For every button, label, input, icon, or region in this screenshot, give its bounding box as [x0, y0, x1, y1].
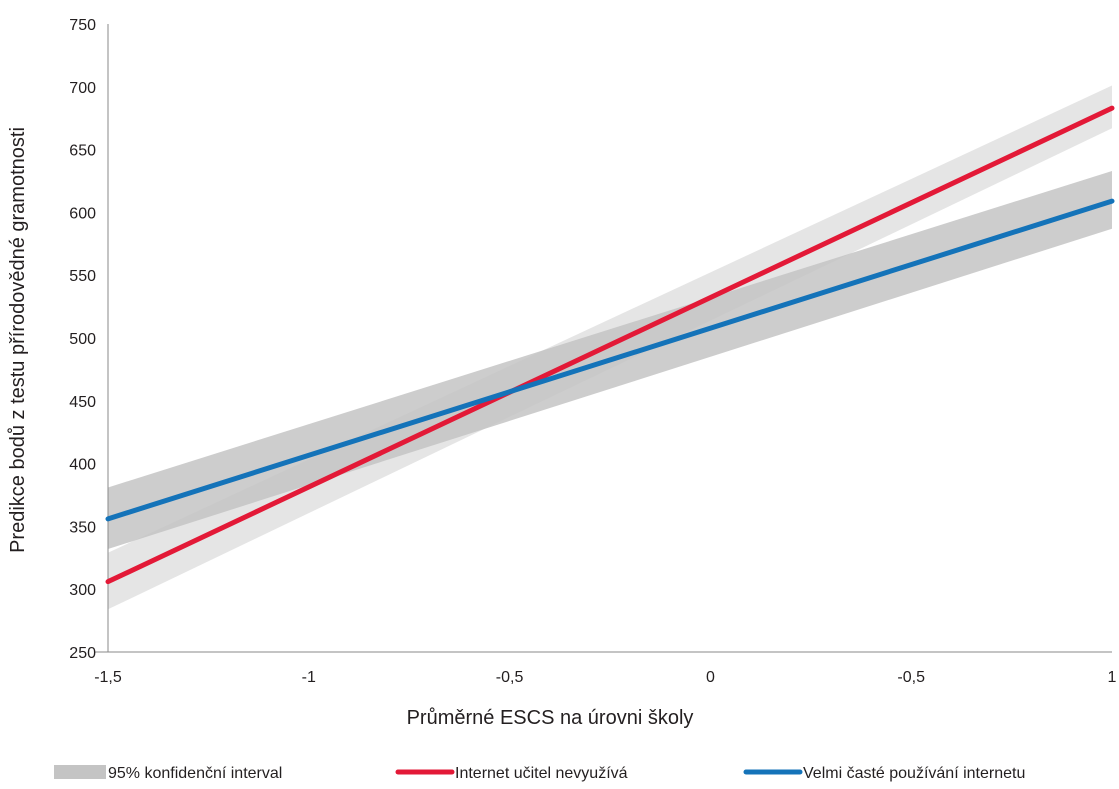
y-tick-label: 400 [69, 457, 96, 474]
y-tick-label: 300 [69, 582, 96, 599]
legend-label-internet-not-used: Internet učitel nevyužívá [455, 765, 628, 782]
y-tick-label: 750 [69, 17, 96, 34]
legend: 95% konfidenční interval Internet učitel… [54, 765, 1025, 782]
legend-label-confidence-interval: 95% konfidenční interval [108, 765, 282, 782]
x-axis-title: Průměrné ESCS na úrovni školy [407, 707, 694, 729]
x-tick-label: -1,5 [94, 669, 122, 686]
y-tick-label: 550 [69, 268, 96, 285]
series-line-1 [105, 198, 1115, 522]
x-tick-labels: -1,5 -1 -0,5 0 -0,5 1 [94, 669, 1116, 686]
y-tick-label: 350 [69, 519, 96, 536]
x-tick-label: -0,5 [897, 669, 925, 686]
series-line-0 [105, 105, 1115, 585]
y-tick-label: 700 [69, 80, 96, 97]
y-tick-label: 600 [69, 205, 96, 222]
x-tick-label: 0 [706, 669, 715, 686]
series-lines [105, 105, 1115, 585]
legend-swatch-confidence-interval [54, 765, 106, 779]
x-tick-label: 1 [1108, 669, 1117, 686]
y-tick-label: 650 [69, 143, 96, 160]
legend-label-frequent-internet: Velmi časté používání internetu [803, 765, 1025, 782]
y-tick-label: 250 [69, 645, 96, 662]
y-tick-label: 450 [69, 394, 96, 411]
y-tick-label: 500 [69, 331, 96, 348]
y-axis-title: Predikce bodů z testu přírodovědné gramo… [7, 127, 29, 553]
x-tick-label: -1 [302, 669, 316, 686]
axes [94, 24, 1112, 653]
y-tick-labels: 250 300 350 400 450 500 550 600 650 700 750 [69, 17, 96, 662]
x-tick-label: -0,5 [496, 669, 524, 686]
